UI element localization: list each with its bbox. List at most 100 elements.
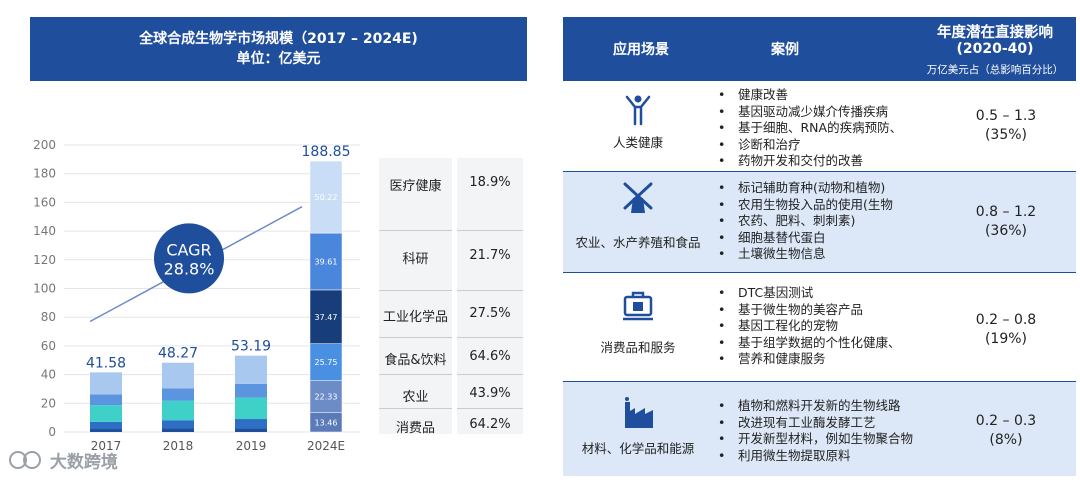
growth-label: 医疗健康 xyxy=(389,179,442,194)
cagr-label: CAGR xyxy=(166,240,211,259)
growth-table-divider xyxy=(379,337,452,338)
growth-table-label-col xyxy=(379,158,452,434)
bar-total-label: 188.85 xyxy=(302,144,351,160)
impact-pct: (36%) xyxy=(984,223,1028,239)
impact-range: 0.5 – 1.3 xyxy=(975,108,1037,124)
y-tick-label: 20 xyxy=(41,396,56,410)
row-label: 材料、化学品和能源 xyxy=(581,441,695,456)
growth-label: 食品&饮料 xyxy=(384,353,447,368)
watermark-text: 大数跨境 xyxy=(49,452,118,473)
bullet: 农用生物投入品的使用(生物 xyxy=(718,197,893,214)
row-bullets: DTC基因测试 基于微生物的美容产品 基因工程化的宠物 基于组学数据的个性化健康… xyxy=(718,285,901,368)
bar-total-label: 53.19 xyxy=(231,339,271,355)
impact-row-materials: 材料、化学品和能源 植物和燃料开发新的生物线路 改进现有工业酶发酵工艺 开发新型… xyxy=(563,382,1076,476)
chart-header: 全球合成生物学市场规模（2017 – 2024E) 单位：亿美元 xyxy=(30,17,527,81)
row-label: 农业、水产养殖和食品 xyxy=(575,235,701,250)
bar-segment xyxy=(90,429,122,432)
person-icon xyxy=(625,95,651,126)
y-tick-label: 140 xyxy=(33,224,56,238)
y-tick-label: 120 xyxy=(33,253,56,267)
windmill-icon xyxy=(623,182,653,213)
y-tick-label: 160 xyxy=(33,195,56,209)
bar-segment xyxy=(162,420,194,429)
row-bullets: 标记辅助育种(动物和植物) 农用生物投入品的使用(生物 农药、肥料、刺刺素) 细… xyxy=(718,180,893,263)
bar-segment xyxy=(309,160,343,234)
bar-segment xyxy=(162,362,194,389)
bar-segment xyxy=(235,355,267,384)
growth-label: 消费品 xyxy=(395,421,435,436)
bar-segment xyxy=(309,343,343,381)
growth-table-divider xyxy=(379,374,452,375)
growth-value: 27.5% xyxy=(469,306,511,321)
row-bullets: 健康改善 基因驱动减少媒介传播疾病 基于细胞、RNA的疾病预防、 诊断和治疗 药… xyxy=(718,87,902,170)
y-tick-label: 0 xyxy=(48,425,56,439)
bar-segment xyxy=(235,383,267,398)
bar-total-label: 48.27 xyxy=(158,346,198,362)
row-divider xyxy=(563,381,1076,382)
y-tick-label: 40 xyxy=(41,368,56,382)
growth-label: 农业 xyxy=(402,390,429,405)
impact-pct: (19%) xyxy=(984,331,1028,347)
row-bullets: 植物和燃料开发新的生物线路 改进现有工业酶发酵工艺 开发新型材料，例如生物聚合物… xyxy=(718,398,913,464)
y-tick-label: 60 xyxy=(41,339,56,353)
bar-segment xyxy=(162,400,194,421)
growth-table-divider xyxy=(379,290,452,291)
market-size-chart: 0 20 40 60 80 100 120 140 160 180 200 41.58 2017 48.2… xyxy=(33,138,360,453)
watermark: 大数跨境 xyxy=(8,447,148,477)
growth-table-divider xyxy=(379,230,452,231)
segment-label: 22.33 xyxy=(315,393,338,402)
row-label: 消费品和服务 xyxy=(600,340,676,355)
impact-value: 0.2 – 0.3 (8%) xyxy=(956,412,1056,450)
bullet: 营养和健康服务 xyxy=(718,351,901,368)
row-divider xyxy=(563,272,1076,273)
growth-table-divider xyxy=(457,374,523,375)
bullet: 基于微生物的美容产品 xyxy=(718,302,901,319)
x-tick-label: 2019 xyxy=(236,439,267,453)
bullet: 基于细胞、RNA的疾病预防、 xyxy=(718,120,902,137)
segment-label: 25.75 xyxy=(315,358,338,367)
bullet: 改进现有工业酶发酵工艺 xyxy=(718,415,913,432)
bar-segment xyxy=(162,428,194,432)
impact-row-agriculture: 农业、水产养殖和食品 标记辅助育种(动物和植物) 农用生物投入品的使用(生物 农… xyxy=(563,172,1076,272)
watermark-logo-icon xyxy=(9,451,41,469)
factory-icon xyxy=(625,397,653,428)
impact-row-human-health: 人类健康 健康改善 基因驱动减少媒介传播疾病 基于细胞、RNA的疾病预防、 诊断… xyxy=(563,83,1076,171)
col-impact-title: 年度潜在直接影响 xyxy=(937,25,1053,41)
bar-segment xyxy=(90,405,122,422)
chart-title: 全球合成生物学市场规模（2017 – 2024E) xyxy=(139,31,418,47)
bullet: 标记辅助育种(动物和植物) xyxy=(718,180,893,197)
bar-segment xyxy=(235,419,267,429)
bullet: 基于组学数据的个性化健康、 xyxy=(718,335,901,352)
bullet: 诊断和治疗 xyxy=(718,137,902,154)
impact-value: 0.2 – 0.8 (19%) xyxy=(956,311,1056,349)
bullet: DTC基因测试 xyxy=(718,285,901,302)
x-tick-label: 2017 xyxy=(91,439,122,453)
growth-table-divider xyxy=(457,290,523,291)
impact-value: 0.5 – 1.3 (35%) xyxy=(956,107,1056,145)
bullet: 土壤微生物信息 xyxy=(718,246,893,263)
impact-range: 0.2 – 0.8 xyxy=(975,312,1037,328)
chart-unit: 单位：亿美元 xyxy=(236,51,321,67)
y-tick-label: 200 xyxy=(33,138,56,152)
col-scenario: 应用场景 xyxy=(613,42,669,58)
y-tick-label: 180 xyxy=(33,167,56,181)
impact-range: 0.2 – 0.3 xyxy=(975,413,1037,429)
impact-row-consumer: 消费品和服务 DTC基因测试 基于微生物的美容产品 基因工程化的宠物 基于组学数… xyxy=(563,273,1076,381)
x-tick-label: 2018 xyxy=(163,439,194,453)
y-tick-label: 80 xyxy=(41,310,56,324)
segment-label: 13.46 xyxy=(315,418,338,427)
col-impact-years: (2020-40) xyxy=(956,41,1034,57)
growth-table-divider xyxy=(457,230,523,231)
col-cases: 案例 xyxy=(771,42,799,58)
bar-segment xyxy=(309,380,343,413)
bar-segment xyxy=(90,372,122,395)
col-impact-unit: 万亿美元占（总影响百分比） xyxy=(926,64,1064,76)
y-tick-label: 100 xyxy=(33,282,56,296)
impact-pct: (35%) xyxy=(984,127,1028,143)
shopping-icon xyxy=(623,291,653,321)
growth-value: 43.9% xyxy=(469,386,511,401)
bullet: 利用微生物提取原料 xyxy=(718,448,913,465)
growth-value: 64.2% xyxy=(469,417,511,432)
bullet: 健康改善 xyxy=(718,87,902,104)
growth-label: 工业化学品 xyxy=(382,310,448,325)
